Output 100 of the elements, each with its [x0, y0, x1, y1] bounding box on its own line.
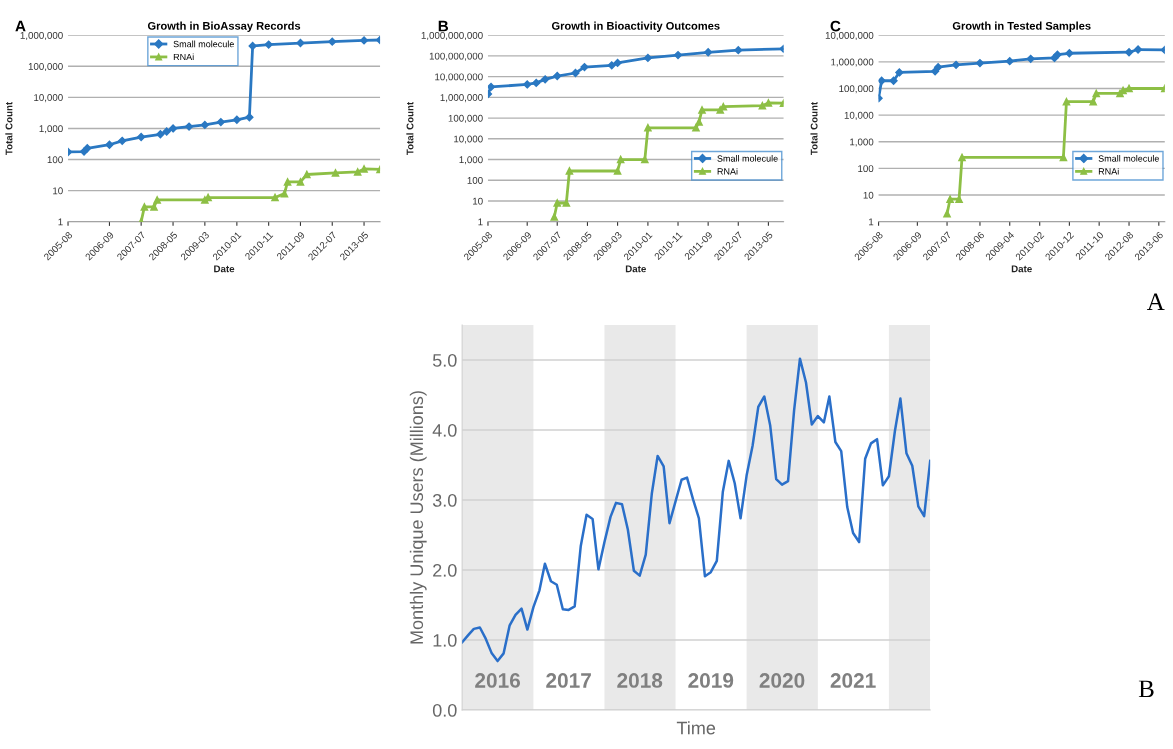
y-tick-label: 10,000 [34, 94, 63, 103]
point [153, 196, 161, 204]
y-axis-title: Monthly Unique Users (Millions) [409, 391, 427, 644]
point [283, 178, 292, 186]
x-axis-title: Date [625, 265, 646, 273]
point [698, 106, 706, 114]
point [695, 118, 703, 126]
point [1119, 86, 1127, 95]
y-tick-label: 100 [47, 156, 63, 164]
point [353, 168, 362, 176]
point [168, 124, 178, 133]
legend-label: Small molecule [173, 40, 234, 48]
x-axis-title: Date [214, 265, 235, 273]
point [216, 117, 225, 127]
y-tick-label: 1 [869, 218, 874, 226]
point [1005, 57, 1014, 66]
point [673, 50, 683, 60]
y-tick-label: 10 [473, 197, 483, 205]
point [360, 165, 368, 173]
point [975, 58, 985, 68]
point [943, 209, 951, 218]
point [1053, 50, 1062, 59]
point [264, 40, 273, 49]
y-tick-label: 1 [58, 218, 63, 226]
point [958, 153, 966, 162]
point [532, 78, 541, 88]
point [487, 82, 496, 92]
point [955, 195, 963, 204]
point [150, 203, 158, 211]
point [1124, 48, 1134, 57]
point [245, 113, 254, 122]
point [232, 115, 241, 124]
y-tick-label: 1,000 [39, 125, 63, 134]
point [613, 58, 622, 68]
y-tick-label: 3.0 [432, 493, 457, 507]
point [933, 63, 943, 72]
y-tick-label: 10,000 [454, 135, 483, 144]
x-axis-title: Time [676, 721, 716, 735]
point [644, 123, 652, 132]
point [296, 178, 305, 186]
text: A [1146, 293, 1165, 310]
point [734, 46, 743, 55]
legend-label: RNAi [173, 53, 194, 61]
point [704, 48, 713, 57]
point [1065, 49, 1074, 58]
point [296, 38, 305, 48]
y-tick-label: 100,000 [448, 114, 483, 123]
y-tick-label: 1 [478, 218, 483, 226]
point [162, 127, 171, 136]
y-tick-label: 10,000 [844, 111, 874, 120]
chart-title: Growth in Bioactivity Outcomes [551, 21, 720, 32]
point [271, 193, 279, 202]
point [1125, 84, 1133, 93]
point [156, 130, 165, 139]
y-axis-title: Total Count [810, 101, 818, 155]
y-tick-label: 10 [53, 187, 63, 195]
point [118, 136, 127, 145]
y-tick-label: 5.0 [432, 354, 457, 367]
y-axis-title: Total Count [406, 101, 414, 155]
y-tick-label: 1,000,000 [831, 58, 874, 67]
point [83, 144, 92, 153]
point [523, 80, 532, 89]
chart-title: Growth in BioAssay Records [147, 21, 301, 32]
point [303, 170, 311, 179]
point [328, 37, 337, 46]
point [248, 41, 257, 51]
point [692, 123, 700, 132]
y-tick-label: 100 [858, 165, 874, 173]
y-tick-label: 10 [863, 191, 874, 199]
point [643, 53, 653, 63]
point [105, 140, 114, 149]
text: B [1138, 680, 1154, 698]
y-tick-label: 1,000,000,000 [421, 31, 483, 40]
legend-label: Small molecule [717, 155, 778, 162]
x-tick-label: 2021 [830, 673, 876, 688]
point [758, 101, 767, 110]
line-series [462, 357, 931, 663]
y-tick-label: 10,000,000 [435, 73, 483, 82]
x-tick-label: 2020 [759, 673, 805, 688]
point [616, 155, 625, 164]
chart-title: Growth in Tested Samples [952, 21, 1091, 32]
y-tick-label: 1,000 [850, 138, 874, 147]
y-tick-label: 0.0 [432, 703, 457, 717]
point [889, 76, 898, 85]
legend-label: Small molecule [1098, 155, 1159, 162]
point [895, 68, 904, 77]
point [764, 99, 773, 107]
point [878, 76, 886, 85]
x-tick-label: 2018 [617, 673, 663, 688]
point [1062, 97, 1071, 106]
point [1026, 54, 1035, 63]
x-tick-label: 2019 [688, 673, 734, 688]
point [359, 36, 369, 45]
point [553, 71, 562, 81]
point [137, 132, 146, 142]
point [1089, 97, 1098, 106]
point [613, 167, 622, 175]
x-axis-title: Date [1011, 265, 1032, 273]
point [184, 122, 194, 131]
point [200, 120, 209, 130]
